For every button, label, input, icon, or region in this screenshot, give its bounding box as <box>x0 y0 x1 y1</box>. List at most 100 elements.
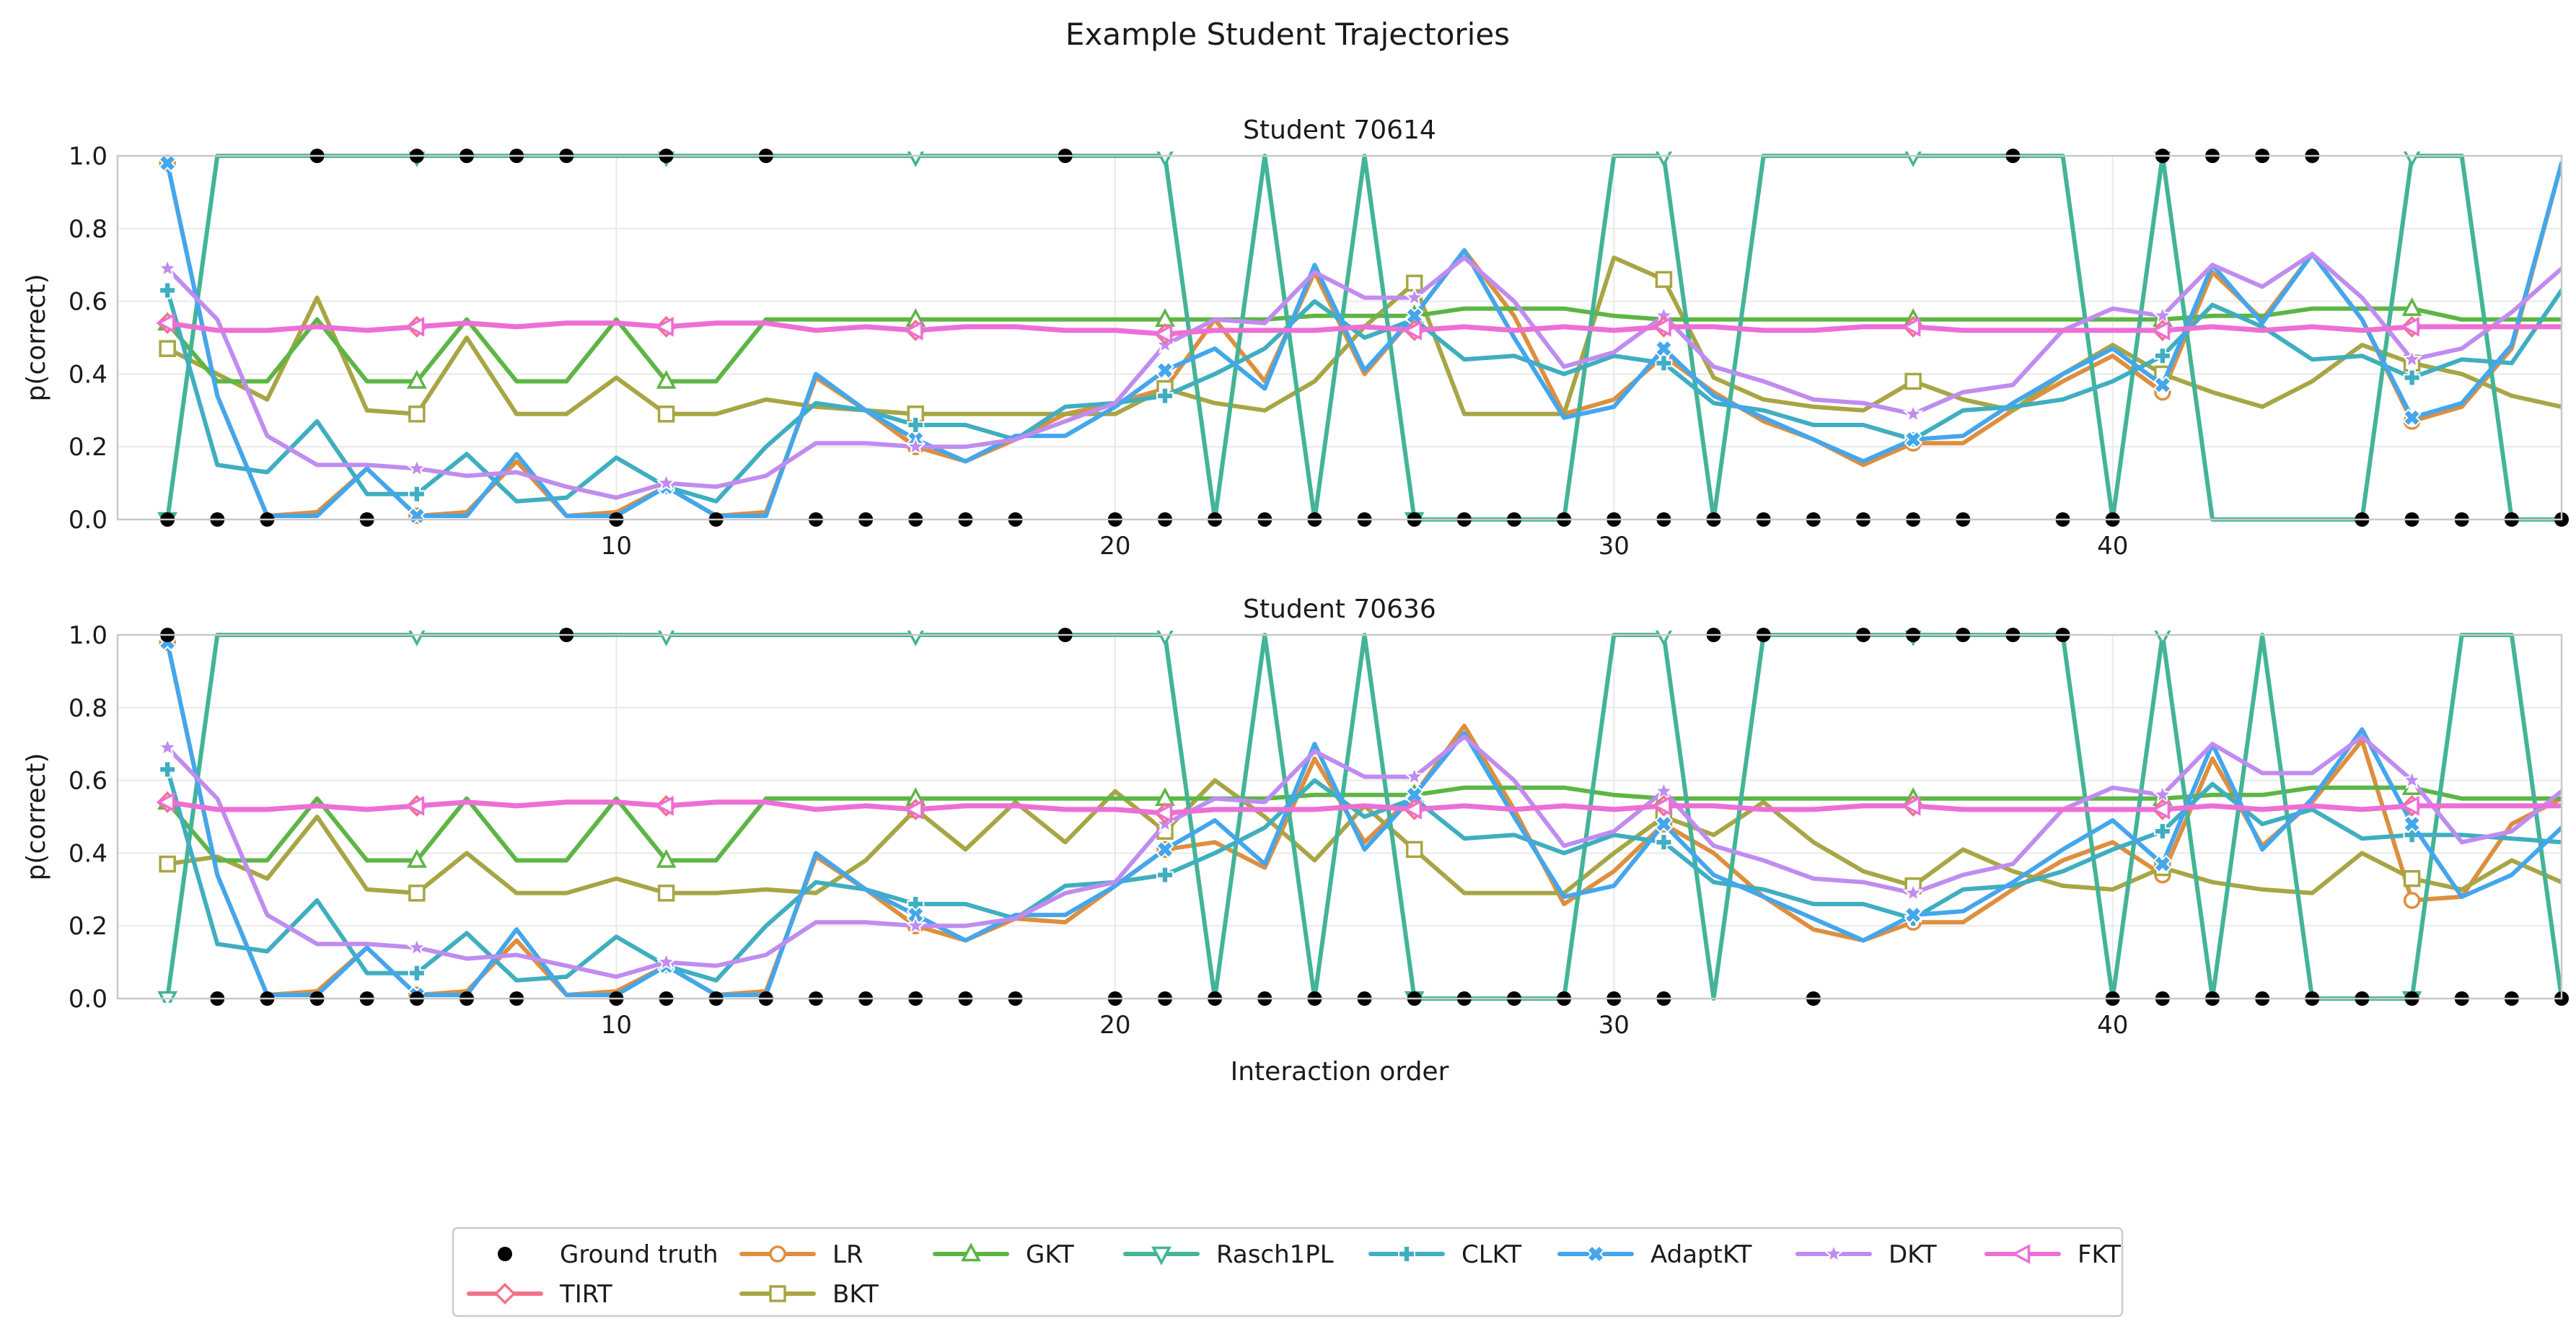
subplot-title: Student 70614 <box>1243 115 1436 145</box>
x-tick-label: 40 <box>2097 1011 2128 1040</box>
data-point-fkt <box>1403 320 1422 341</box>
data-point-adaptkt <box>2153 375 2172 395</box>
legend-marker <box>961 1242 981 1262</box>
data-point-rasch1pl <box>2154 631 2171 646</box>
y-tick-label: 0.2 <box>69 912 107 941</box>
data-point-rasch1pl <box>907 152 924 167</box>
y-tick-label: 0.4 <box>69 360 107 389</box>
data-point-gkt <box>406 369 427 389</box>
data-point-adaptkt <box>1654 339 1674 358</box>
data-point-gkt <box>2401 297 2422 316</box>
data-point-fkt <box>405 316 425 337</box>
legend-label: AdaptKT <box>1650 1240 1752 1269</box>
data-point-fkt <box>654 316 674 337</box>
data-point-fkt <box>2400 795 2419 816</box>
subplot-title: Student 70636 <box>1243 595 1436 624</box>
data-point-adaptkt <box>1156 361 1174 380</box>
subplot-student-70614: 0.0 0.2 0.4 0.6 0.8 1.0 10 20 30 40 Student 70614 p… <box>22 115 2569 561</box>
legend-marker <box>1823 1242 1845 1263</box>
data-point-rasch1pl <box>1156 152 1174 167</box>
axes-frame <box>116 154 2563 521</box>
data-point-adaptkt <box>2402 815 2422 833</box>
data-point-gkt <box>656 848 677 868</box>
data-point-bkt <box>1405 841 1423 859</box>
data-point-rasch1pl <box>1904 152 1922 167</box>
legend-marker <box>2011 1244 2031 1264</box>
x-tick-label: 10 <box>601 1011 632 1040</box>
data-point-dkt <box>157 737 178 757</box>
data-point-clkt <box>1156 866 1174 884</box>
data-point-fkt <box>654 795 674 816</box>
legend-label: TIRT <box>559 1280 612 1309</box>
legend-label: BKT <box>832 1280 879 1309</box>
y-tick-label: 0.8 <box>69 215 107 244</box>
data-point-fkt <box>2151 320 2171 341</box>
legend: Ground truth LR GKT Rasch1PL CLKT AdaptKT DKT F… <box>452 1227 2124 1317</box>
data-point-fkt <box>904 320 923 341</box>
data-point-clkt <box>159 281 177 299</box>
data-point-rasch1pl <box>2403 152 2421 167</box>
data-point-dkt <box>1404 766 1425 786</box>
y-tick-label: 0.4 <box>69 839 107 868</box>
data-point-dkt <box>656 951 677 971</box>
legend-label: FKT <box>2078 1240 2121 1269</box>
x-tick-label: 30 <box>1599 532 1630 561</box>
data-point-clkt <box>1655 833 1673 851</box>
data-point-fkt <box>904 799 923 820</box>
legend-label: DKT <box>1889 1240 1937 1269</box>
series-fkt <box>156 791 2562 823</box>
y-axis-label: p(correct) <box>22 274 51 402</box>
legend-label: Ground truth <box>560 1240 718 1269</box>
y-tick-label: 0.6 <box>69 288 107 317</box>
subplot-student-70636: 0.0 0.2 0.4 0.6 0.8 1.0 10 20 30 40 Student 70636 p… <box>22 595 2569 1040</box>
data-point-clkt <box>2403 369 2421 387</box>
legend-marker <box>1586 1245 1605 1263</box>
data-point-lr <box>2403 892 2421 909</box>
legend-marker <box>1398 1245 1415 1263</box>
data-point-bkt <box>1655 271 1673 289</box>
data-point-bkt <box>159 855 176 873</box>
x-axis-label: Interaction order <box>1231 1057 1449 1087</box>
data-point-fkt <box>2400 316 2419 337</box>
y-tick-label: 0.2 <box>69 433 107 462</box>
data-point-fkt <box>156 791 175 812</box>
data-point-clkt <box>2153 347 2171 365</box>
legend-marker <box>769 1245 786 1263</box>
y-tick-label: 1.0 <box>69 621 107 650</box>
series-fkt <box>156 312 2562 344</box>
x-tick-label: 20 <box>1099 532 1130 561</box>
data-point-bkt <box>657 885 675 902</box>
data-point-fkt <box>1902 795 1921 816</box>
data-point-bkt <box>657 405 675 423</box>
legend-item-dkt: DKT <box>1795 1240 1937 1269</box>
data-point-clkt <box>408 964 426 982</box>
data-point-rasch1pl <box>1156 631 1174 646</box>
x-tick-label: 30 <box>1599 1011 1630 1040</box>
data-point-bkt <box>408 405 426 423</box>
legend-marker <box>494 1283 516 1304</box>
legend-label: Rasch1PL <box>1216 1240 1334 1269</box>
data-point-dkt <box>2401 769 2423 789</box>
data-point-adaptkt <box>1904 430 1922 449</box>
legend-marker <box>769 1285 786 1302</box>
x-tick-label: 40 <box>2097 532 2128 561</box>
data-point-clkt <box>408 485 426 503</box>
legend-item-fkt: FKT <box>1984 1240 2121 1269</box>
legend-label: CLKT <box>1461 1240 1521 1269</box>
data-point-bkt <box>159 340 176 357</box>
x-tick-label: 20 <box>1099 1011 1130 1040</box>
data-point-gkt <box>656 369 677 389</box>
data-point-dkt <box>406 457 428 478</box>
y-tick-label: 0.8 <box>69 694 107 723</box>
data-point-dkt <box>1902 403 1924 424</box>
data-point-fkt <box>1652 316 1671 337</box>
data-point-bkt <box>408 885 426 902</box>
legend-item-rasch1pl: Rasch1PL <box>1123 1240 1334 1269</box>
data-point-dkt <box>656 472 677 492</box>
figure-title: Example Student Trajectories <box>1065 17 1510 52</box>
legend-item-adaptkt: AdaptKT <box>1557 1240 1752 1269</box>
data-point-adaptkt <box>1654 815 1674 833</box>
